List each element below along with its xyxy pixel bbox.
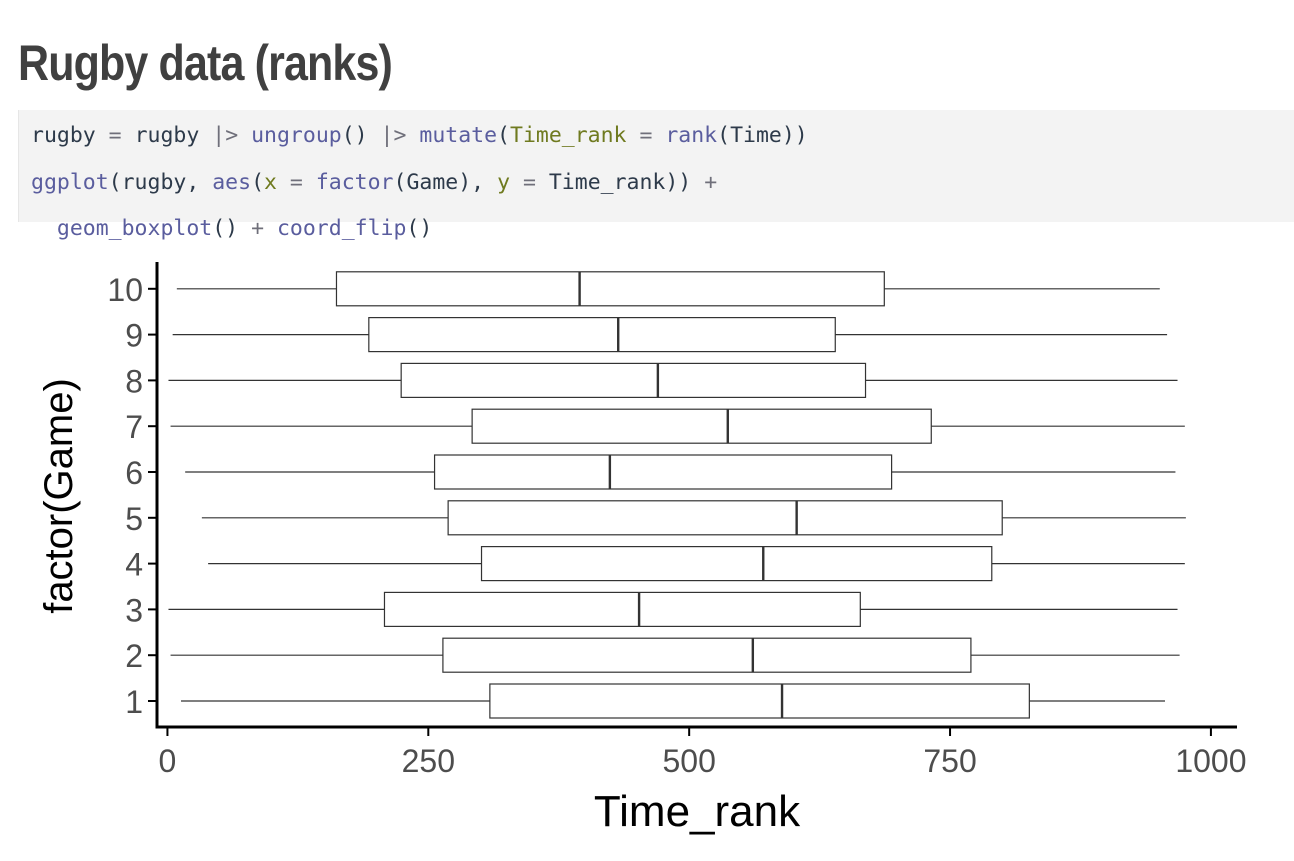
code-line: geom_boxplot() + coord_flip() <box>31 213 1294 245</box>
box-iqr <box>368 316 836 353</box>
x-tick-label: 750 <box>923 743 976 779</box>
code-line: ggplot(rugby, aes(x = factor(Game), y = … <box>31 167 1294 199</box>
box-iqr <box>480 546 993 582</box>
code-token: () <box>212 216 239 241</box>
x-tick-label: 1000 <box>1175 743 1246 779</box>
code-token: ( <box>497 123 510 148</box>
code-token: () <box>406 216 433 241</box>
boxplot-game-9 <box>172 316 1168 353</box>
code-token: geom_boxplot <box>56 216 213 241</box>
code-token: rugby <box>31 123 96 148</box>
x-axis-title: Time_rank <box>594 787 801 836</box>
axes-layer: 1 2 3 4 5 6 7 8 9 10 0 250 500 750 1000 <box>107 262 1247 779</box>
box-iqr <box>447 500 1003 536</box>
code-token: (Game), <box>393 169 498 195</box>
x-tick-label: 0 <box>159 743 177 779</box>
code-token: factor <box>315 169 394 195</box>
code-token: (Time)) <box>717 123 808 148</box>
code-token: rank <box>665 123 718 148</box>
code-token: () <box>341 123 368 148</box>
code-token: + <box>691 169 718 195</box>
box-iqr <box>442 637 972 673</box>
code-token: ggplot <box>31 169 109 195</box>
x-tick-label: 250 <box>402 743 455 779</box>
box-iqr <box>335 271 885 307</box>
code-token: x <box>264 169 277 195</box>
code-token: mutate <box>419 123 498 148</box>
y-tick-label: 6 <box>125 455 143 491</box>
y-tick-label: 3 <box>125 592 143 628</box>
code-token: = <box>626 123 666 148</box>
x-tick-label: 500 <box>662 743 715 779</box>
code-token: ( <box>251 169 265 195</box>
y-tick-label: 1 <box>125 684 143 720</box>
code-line: rugby = rugby |> ungroup() |> mutate(Tim… <box>31 120 1294 152</box>
code-token: Time_rank)) <box>548 169 692 195</box>
box-iqr <box>400 362 867 398</box>
y-tick-label: 5 <box>125 501 143 537</box>
code-token: ungroup <box>251 123 342 148</box>
box-iqr <box>383 591 861 627</box>
y-axis-title: factor(Game) <box>37 378 81 614</box>
code-block: rugby = rugby |> ungroup() |> mutate(Tim… <box>18 110 1294 241</box>
y-tick-label: 9 <box>125 318 143 354</box>
code-token: coord_flip <box>276 216 407 241</box>
boxplot-game-6 <box>185 454 1176 490</box>
boxplot-game-8 <box>168 362 1178 398</box>
y-tick-label: 10 <box>107 272 143 308</box>
box-iqr <box>433 454 893 490</box>
y-tick-label: 4 <box>125 547 143 583</box>
boxplot-game-4 <box>208 546 1185 582</box>
code-token: = <box>276 169 316 195</box>
code-token: Time_rank <box>510 123 627 148</box>
boxplot-chart: 1 2 3 4 5 6 7 8 9 10 0 250 500 750 1000 Time_rank fact… <box>37 262 1247 836</box>
boxplot-game-10 <box>176 271 1160 307</box>
code-token: + <box>238 216 277 241</box>
box-iqr <box>471 408 932 444</box>
code-token: |> <box>367 123 420 148</box>
code-token: = <box>510 169 549 195</box>
code-token: rugby <box>134 123 200 148</box>
slide-title: Rugby data (ranks) <box>18 35 393 91</box>
y-tick-label: 7 <box>125 409 143 445</box>
code-token: (rugby, <box>108 169 213 195</box>
box-iqr <box>489 683 1030 719</box>
code-token: |> <box>199 123 252 148</box>
y-tick-label: 2 <box>125 638 143 674</box>
boxplot-game-1 <box>181 683 1165 719</box>
code-token: y <box>497 169 511 195</box>
boxes-layer <box>168 271 1186 719</box>
code-token: aes <box>212 169 252 195</box>
code-token: = <box>95 123 135 148</box>
boxplot-game-5 <box>201 500 1186 536</box>
boxplot-game-3 <box>168 591 1178 627</box>
boxplot-game-2 <box>170 637 1180 673</box>
y-tick-label: 8 <box>125 363 143 399</box>
boxplot-game-7 <box>170 408 1185 444</box>
